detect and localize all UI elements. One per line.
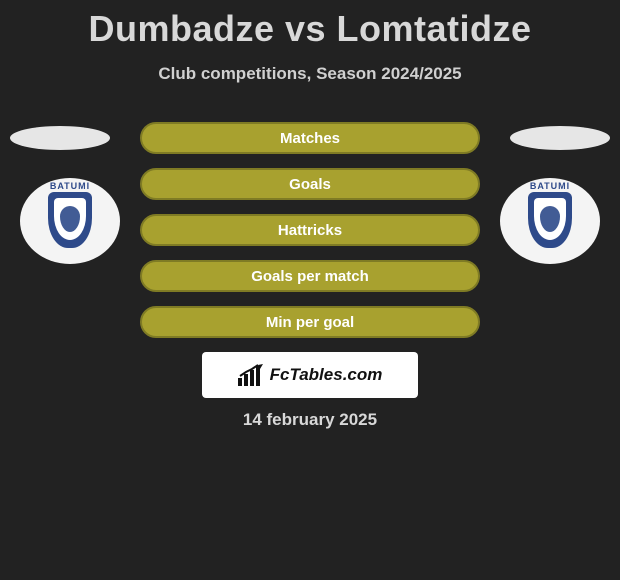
shield-icon [528, 192, 572, 248]
stat-row-min-per-goal: Min per goal [140, 306, 480, 338]
club-crest-right: BATUMI [500, 178, 600, 264]
player-avatar-left-placeholder [10, 126, 110, 150]
subtitle: Club competitions, Season 2024/2025 [0, 64, 620, 84]
player-avatar-right-placeholder [510, 126, 610, 150]
stat-row-matches: Matches [140, 122, 480, 154]
stat-row-goals-per-match: Goals per match [140, 260, 480, 292]
crest-right-text: BATUMI [500, 181, 600, 191]
club-crest-left: BATUMI [20, 178, 120, 264]
brand-badge: FcTables.com [202, 352, 418, 398]
stat-list: Matches Goals Hattricks Goals per match … [140, 122, 480, 352]
crest-left-text: BATUMI [20, 181, 120, 191]
stat-row-hattricks: Hattricks [140, 214, 480, 246]
footer-date: 14 february 2025 [0, 410, 620, 430]
shield-icon [48, 192, 92, 248]
brand-text: FcTables.com [270, 365, 383, 385]
stat-row-goals: Goals [140, 168, 480, 200]
bar-chart-icon [238, 364, 264, 386]
page-title: Dumbadze vs Lomtatidze [0, 0, 620, 50]
